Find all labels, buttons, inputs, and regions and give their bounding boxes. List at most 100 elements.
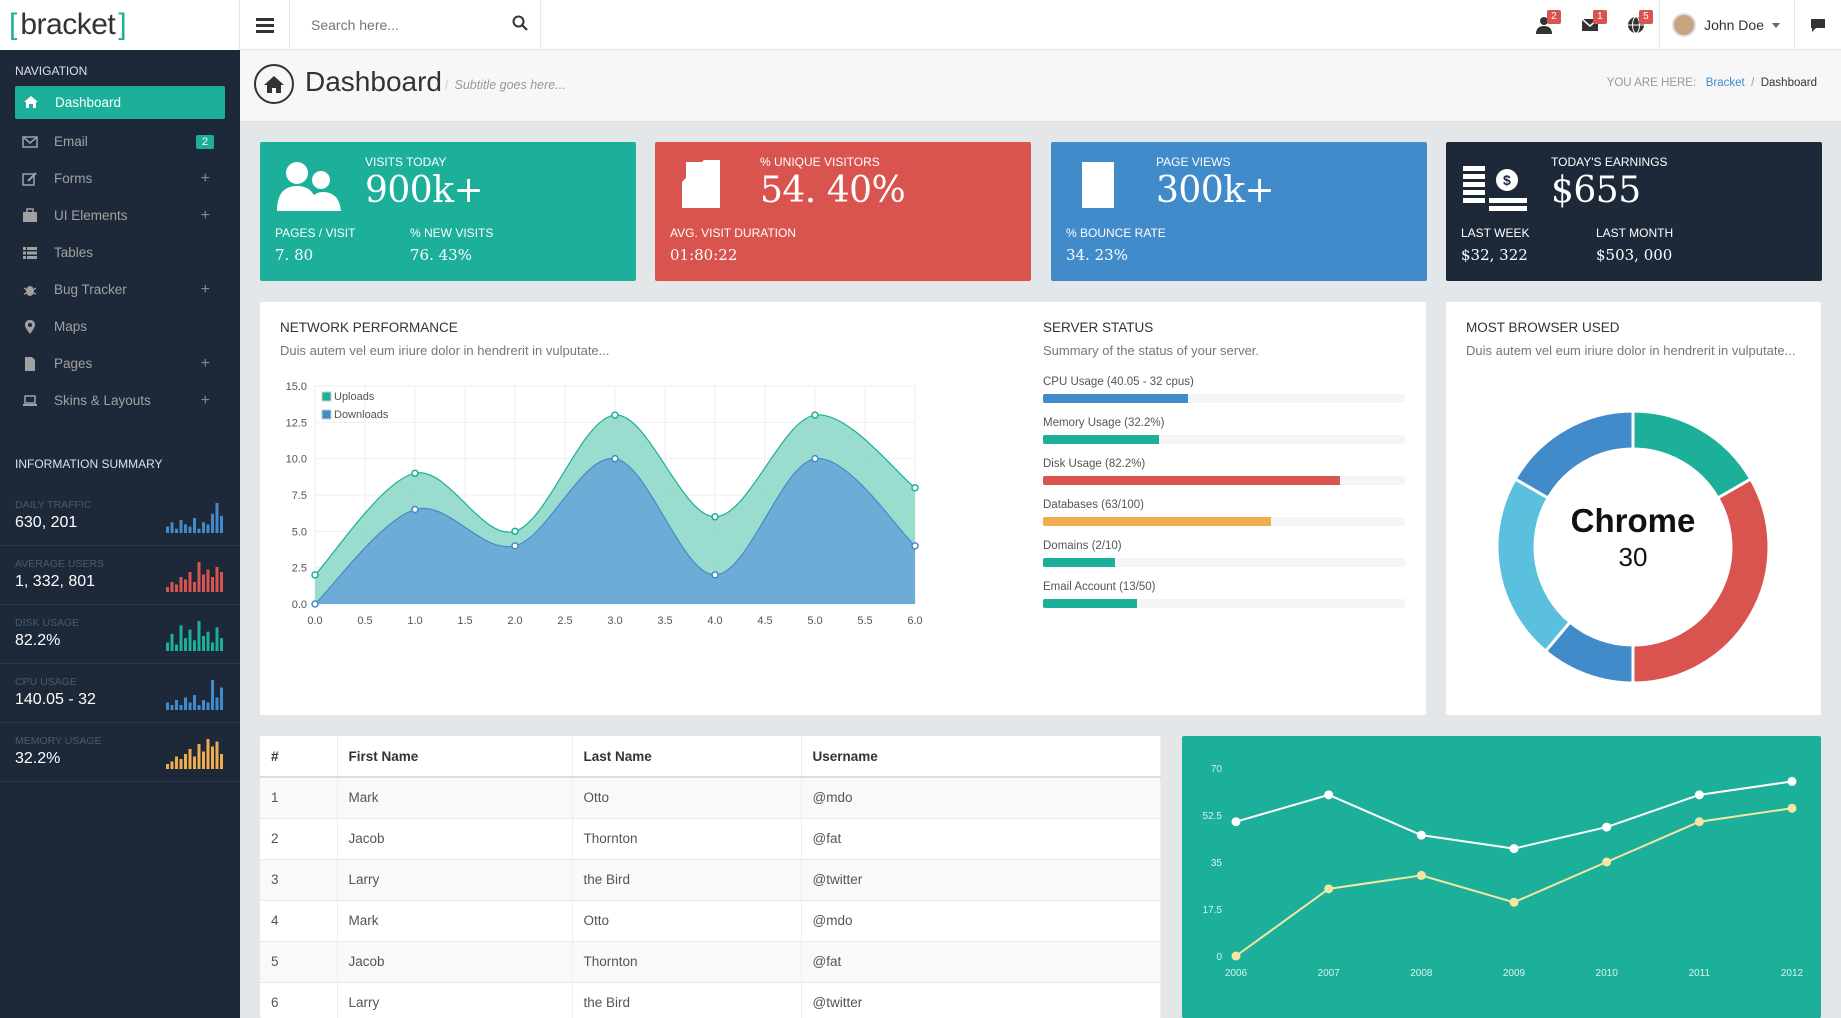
nav-badge: 2 bbox=[195, 134, 214, 149]
sidebar-item-dashboard[interactable]: Dashboard bbox=[15, 86, 225, 119]
column-header[interactable]: Last Name bbox=[572, 736, 802, 778]
data-point bbox=[1787, 803, 1797, 813]
sparkline-bar bbox=[193, 582, 196, 592]
y-tick-label: 0.0 bbox=[292, 599, 307, 611]
sidebar-item-skins-layouts[interactable]: Skins & Layouts + bbox=[0, 382, 240, 419]
server-status-section: SERVER STATUS Summary of the status of y… bbox=[1043, 320, 1413, 608]
sidebar-item-ui-elements[interactable]: UI Elements + bbox=[0, 197, 240, 234]
table-body: 1 Mark Otto @mdo 2 Jacob Thornton @fat 3 Larry the… bbox=[260, 776, 1161, 1018]
data-point bbox=[411, 469, 419, 477]
x-tick-label: 2012 bbox=[1781, 968, 1804, 979]
x-tick-label: 2006 bbox=[1225, 968, 1248, 979]
document-icon bbox=[1082, 162, 1114, 208]
table-cell: 6 bbox=[260, 981, 338, 1018]
sparkline-bar bbox=[215, 627, 219, 651]
sparkline-bar bbox=[215, 697, 219, 710]
sidebar-item-pages[interactable]: Pages + bbox=[0, 345, 240, 382]
sparkline-bar bbox=[202, 574, 205, 592]
table-row[interactable]: 4 Mark Otto @mdo bbox=[260, 899, 1161, 941]
message-count-badge: 1 bbox=[1593, 10, 1607, 24]
search-form bbox=[291, 0, 541, 50]
notification-globe-button[interactable]: 5 bbox=[1613, 0, 1659, 50]
table-cell: Larry bbox=[337, 858, 573, 900]
sidebar-item-maps[interactable]: Maps bbox=[0, 308, 240, 345]
sidebar-item-forms[interactable]: Forms + bbox=[0, 160, 240, 197]
table-row[interactable]: 6 Larry the Bird @twitter bbox=[260, 981, 1161, 1018]
menu-toggle-button[interactable] bbox=[240, 0, 290, 50]
table-row[interactable]: 3 Larry the Bird @twitter bbox=[260, 858, 1161, 900]
sparkline-bar bbox=[220, 638, 223, 651]
legend-swatch bbox=[321, 409, 332, 420]
x-tick-label: 2008 bbox=[1410, 968, 1433, 979]
sidebar-item-label: Dashboard bbox=[55, 95, 122, 110]
data-point bbox=[511, 542, 519, 550]
page-subtitle: / Subtitle goes here... bbox=[445, 78, 566, 92]
user-menu-dropdown[interactable]: John Doe bbox=[1659, 0, 1795, 50]
x-tick-label: 2007 bbox=[1318, 968, 1341, 979]
x-tick-label: 2.5 bbox=[557, 615, 572, 627]
network-performance-section: NETWORK PERFORMANCE Duis autem vel eum i… bbox=[280, 320, 1000, 362]
info-value: 1, 332, 801 bbox=[15, 573, 96, 590]
table-cell: @mdo bbox=[801, 899, 1161, 941]
table-row[interactable]: 5 Jacob Thornton @fat bbox=[260, 940, 1161, 982]
sparkline-bar bbox=[202, 700, 205, 710]
sparkline-bar bbox=[179, 577, 183, 592]
sidebar-item-email[interactable]: Email 2 bbox=[0, 123, 240, 160]
info-label: MEMORY USAGE bbox=[15, 735, 102, 747]
server-status-label: Domains (2/10) bbox=[1043, 539, 1122, 552]
users-table-panel: # First Name Last Name Username 1 Mark Otto @m… bbox=[260, 736, 1161, 1018]
info-label: AVERAGE USERS bbox=[15, 558, 105, 570]
data-point bbox=[1324, 790, 1334, 800]
table-cell: Jacob bbox=[337, 817, 573, 859]
search-icon[interactable] bbox=[512, 15, 528, 31]
chat-button[interactable] bbox=[1795, 0, 1841, 50]
data-point bbox=[811, 454, 819, 463]
sidebar-item-label: Bug Tracker bbox=[54, 282, 127, 297]
network-server-panel: NETWORK PERFORMANCE Duis autem vel eum i… bbox=[260, 302, 1426, 715]
table-icon bbox=[22, 246, 38, 260]
notification-messages-button[interactable]: 1 bbox=[1567, 0, 1613, 50]
envelope-icon bbox=[22, 135, 38, 149]
column-header[interactable]: # bbox=[260, 736, 338, 778]
column-header[interactable]: Username bbox=[801, 736, 1161, 778]
donut-center: Chrome 30 bbox=[1493, 502, 1773, 573]
data-point bbox=[1416, 870, 1426, 880]
breadcrumb-link-bracket[interactable]: Bracket bbox=[1705, 77, 1745, 89]
info-summary-item: AVERAGE USERS 1, 332, 801 bbox=[0, 546, 240, 605]
sparkline-bar-chart bbox=[166, 680, 223, 710]
table-cell: Thornton bbox=[572, 817, 802, 859]
sparkline-bar bbox=[197, 744, 201, 769]
stat-sub-label: AVG. VISIT DURATION bbox=[670, 226, 797, 240]
comment-icon bbox=[1811, 18, 1825, 32]
user-icon bbox=[1536, 17, 1553, 34]
x-tick-label: 6.0 bbox=[907, 615, 922, 627]
series-line bbox=[1235, 780, 1793, 850]
legend-swatch bbox=[321, 391, 332, 402]
notification-users-button[interactable]: 2 bbox=[1521, 0, 1567, 50]
sparkline-bar-chart bbox=[166, 621, 223, 651]
table-cell: Jacob bbox=[337, 940, 573, 982]
sidebar-item-tables[interactable]: Tables bbox=[0, 234, 240, 271]
table-row[interactable]: 2 Jacob Thornton @fat bbox=[260, 817, 1161, 859]
sidebar-item-bug-tracker[interactable]: Bug Tracker + bbox=[0, 271, 240, 308]
y-tick-label: 17.5 bbox=[1203, 905, 1223, 916]
server-status-label: CPU Usage (40.05 - 32 cpus) bbox=[1043, 375, 1194, 388]
network-performance-chart: 0.0 2.5 5.0 7.5 10.0 12.5 15.0 0.0 0.5 1.0 1.5 2.0 2… bbox=[286, 381, 923, 627]
users-table: # First Name Last Name Username 1 Mark Otto @m… bbox=[260, 736, 1161, 1018]
sparkline-bar bbox=[193, 756, 196, 769]
table-row[interactable]: 1 Mark Otto @mdo bbox=[260, 776, 1161, 818]
sparkline-bar bbox=[170, 522, 174, 533]
x-tick-label: 2011 bbox=[1689, 968, 1711, 979]
panel-title: SERVER STATUS bbox=[1043, 320, 1154, 335]
sparkline-bar bbox=[166, 587, 169, 592]
sparkline-bar bbox=[206, 569, 210, 592]
column-header[interactable]: First Name bbox=[337, 736, 573, 778]
table-cell: @fat bbox=[801, 940, 1161, 982]
y-tick-label: 2.5 bbox=[292, 563, 307, 575]
sidebar-item-label: UI Elements bbox=[54, 208, 128, 223]
yearly-line-chart-panel: 0 17.5 35 52.5 70 2006 2007 2008 2009 2010 2011 201… bbox=[1182, 736, 1821, 1018]
brand-logo[interactable]: [ bracket ] bbox=[0, 0, 240, 50]
page-subtitle-text: Subtitle goes here... bbox=[454, 78, 566, 92]
info-value: 82.2% bbox=[15, 632, 61, 649]
search-input[interactable] bbox=[311, 17, 501, 33]
